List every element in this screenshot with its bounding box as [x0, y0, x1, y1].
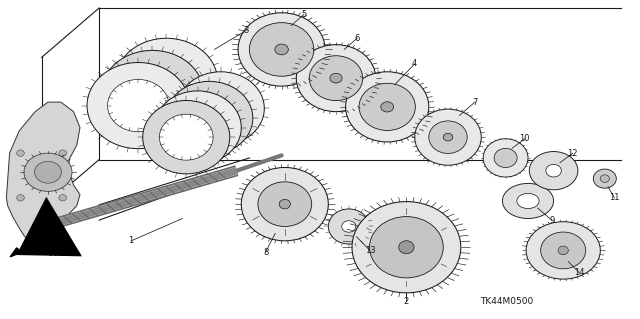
Text: FR.: FR. [48, 248, 61, 257]
Ellipse shape [600, 175, 609, 182]
Ellipse shape [17, 150, 24, 156]
Ellipse shape [275, 44, 289, 55]
Ellipse shape [330, 73, 342, 83]
Ellipse shape [494, 148, 517, 167]
Ellipse shape [526, 222, 600, 279]
Ellipse shape [346, 72, 429, 142]
Text: 11: 11 [609, 193, 620, 202]
Ellipse shape [415, 109, 481, 165]
Ellipse shape [258, 182, 312, 226]
Text: 5: 5 [301, 10, 307, 19]
Ellipse shape [359, 83, 415, 130]
Ellipse shape [502, 183, 554, 219]
Ellipse shape [108, 79, 169, 132]
Ellipse shape [593, 169, 616, 188]
Text: 2: 2 [404, 297, 409, 306]
Ellipse shape [24, 153, 72, 191]
Ellipse shape [159, 114, 213, 160]
Ellipse shape [352, 202, 461, 293]
Ellipse shape [154, 91, 241, 164]
Ellipse shape [541, 232, 586, 269]
Ellipse shape [143, 100, 230, 174]
Text: FR.: FR. [48, 249, 65, 258]
Ellipse shape [241, 167, 328, 241]
Ellipse shape [369, 217, 444, 278]
Ellipse shape [429, 121, 467, 153]
Ellipse shape [101, 50, 204, 137]
Ellipse shape [17, 195, 24, 201]
Ellipse shape [115, 38, 218, 124]
Text: 10: 10 [520, 134, 530, 143]
Ellipse shape [136, 55, 197, 108]
Polygon shape [10, 248, 22, 257]
Text: 8: 8 [263, 248, 268, 256]
Ellipse shape [122, 67, 183, 120]
Ellipse shape [238, 13, 325, 86]
Ellipse shape [558, 246, 568, 255]
Ellipse shape [381, 102, 394, 112]
Ellipse shape [483, 139, 528, 177]
Ellipse shape [87, 63, 189, 149]
Text: 1: 1 [129, 236, 134, 245]
Text: 14: 14 [574, 268, 584, 277]
Ellipse shape [166, 81, 253, 155]
Ellipse shape [59, 195, 67, 201]
Ellipse shape [546, 164, 561, 177]
Ellipse shape [517, 193, 539, 209]
Ellipse shape [328, 209, 369, 244]
Ellipse shape [342, 221, 356, 232]
Ellipse shape [399, 241, 414, 254]
Text: TK44M0500: TK44M0500 [480, 297, 533, 306]
Ellipse shape [35, 161, 61, 183]
Text: 13: 13 [365, 246, 375, 255]
Ellipse shape [296, 45, 376, 112]
Ellipse shape [194, 85, 248, 131]
Ellipse shape [279, 199, 291, 209]
Ellipse shape [443, 133, 453, 141]
Ellipse shape [59, 150, 67, 156]
Text: 4: 4 [412, 59, 417, 68]
Text: 12: 12 [568, 149, 578, 158]
Text: 6: 6 [355, 34, 360, 43]
Text: 3: 3 [244, 26, 249, 35]
Ellipse shape [529, 152, 578, 190]
Ellipse shape [171, 105, 225, 151]
Text: 9: 9 [549, 216, 554, 225]
Text: 7: 7 [472, 98, 477, 107]
Polygon shape [6, 102, 80, 246]
Ellipse shape [309, 56, 363, 100]
Ellipse shape [177, 72, 264, 145]
Ellipse shape [182, 95, 236, 141]
Ellipse shape [250, 23, 314, 76]
